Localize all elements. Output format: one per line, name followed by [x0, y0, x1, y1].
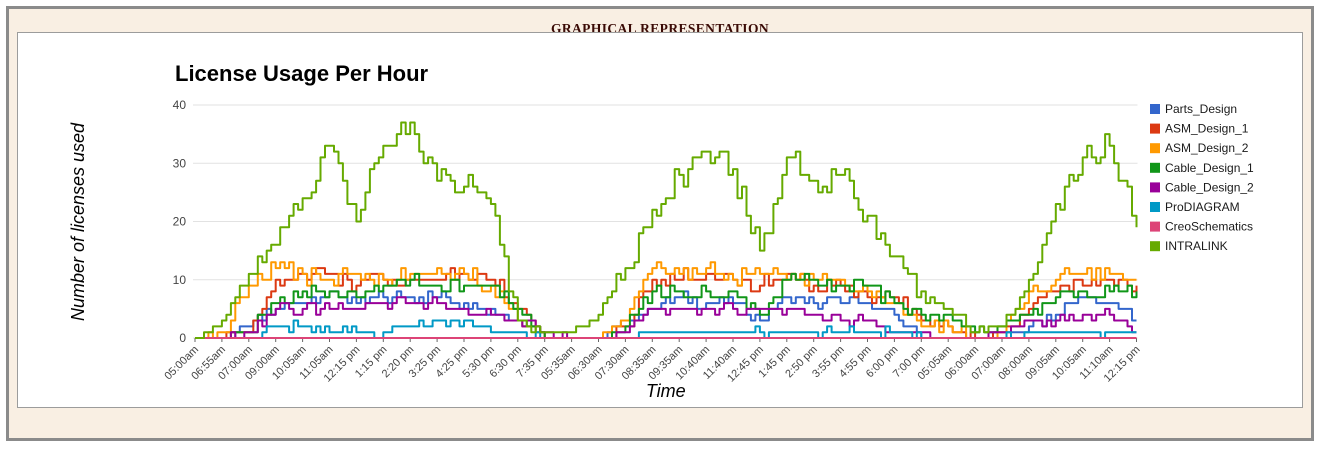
legend-swatch-CreoSchematics: [1150, 221, 1160, 232]
legend-swatch-ASM_Design_1: [1150, 123, 1160, 134]
series-line-INTRALINK: [195, 121, 1138, 339]
y-tick-label: 10: [173, 273, 187, 287]
legend-label-Cable_Design_1: Cable_Design_1: [1165, 161, 1254, 175]
legend-swatch-ProDIAGRAM: [1150, 202, 1160, 212]
series-line-ProDIAGRAM: [195, 319, 1137, 339]
y-axis-title: Number of licenses used: [68, 122, 88, 321]
chart-title: License Usage Per Hour: [175, 61, 429, 86]
legend-swatch-Cable_Design_1: [1150, 162, 1160, 173]
legend-label-ProDIAGRAM: ProDIAGRAM: [1165, 200, 1240, 214]
legend-label-Parts_Design: Parts_Design: [1165, 102, 1237, 116]
legend-label-Cable_Design_2: Cable_Design_2: [1165, 180, 1254, 194]
y-tick-label: 30: [173, 156, 187, 170]
y-tick-label: 40: [173, 98, 187, 112]
legend-swatch-Parts_Design: [1150, 104, 1160, 114]
legend-swatch-Cable_Design_2: [1150, 182, 1160, 193]
series-line-Cable_Design_2: [195, 296, 1137, 339]
legend-swatch-INTRALINK: [1150, 241, 1160, 252]
legend-label-ASM_Design_2: ASM_Design_2: [1165, 141, 1249, 155]
legend-swatch-ASM_Design_2: [1150, 143, 1160, 154]
x-axis-title: Time: [646, 381, 686, 401]
legend-label-ASM_Design_1: ASM_Design_1: [1165, 122, 1249, 136]
legend-label-INTRALINK: INTRALINK: [1165, 239, 1228, 253]
y-tick-label: 20: [173, 215, 187, 229]
legend-label-CreoSchematics: CreoSchematics: [1165, 220, 1253, 234]
chart-panel: [17, 32, 1303, 408]
y-tick-label: 0: [179, 331, 186, 345]
